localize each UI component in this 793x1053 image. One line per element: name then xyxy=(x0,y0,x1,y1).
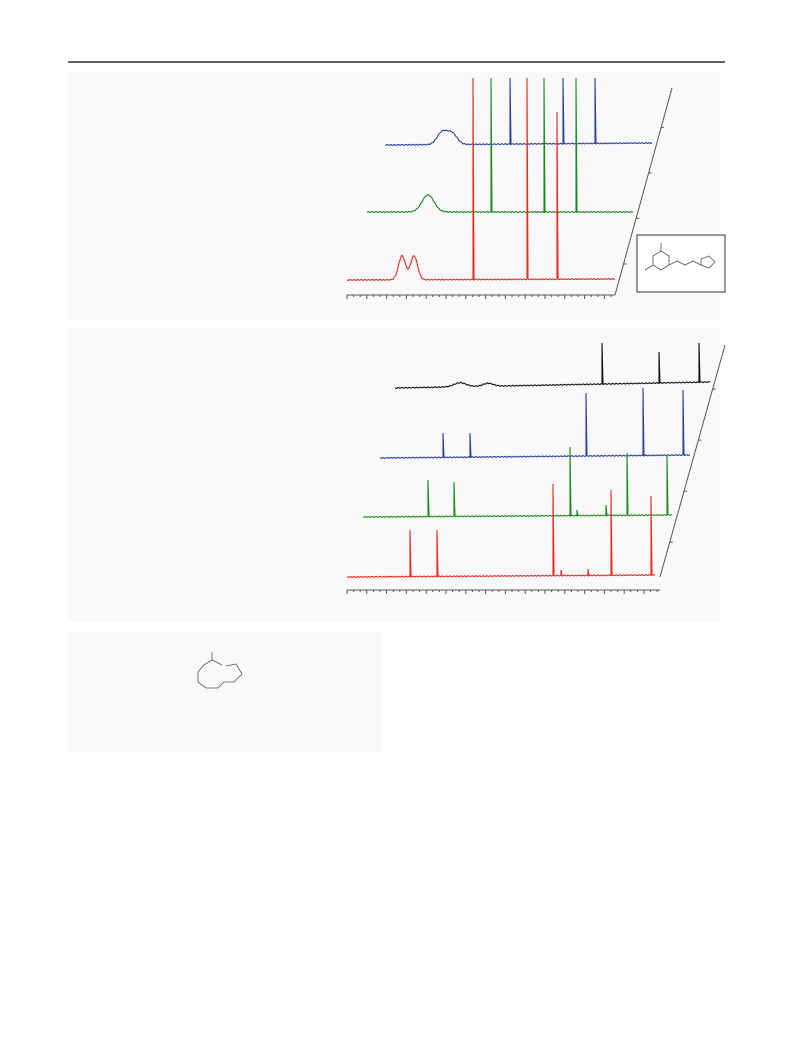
spectrum-trace xyxy=(384,77,653,147)
figure-panel xyxy=(68,72,720,320)
axis-line xyxy=(659,344,726,578)
inset-box xyxy=(636,234,726,293)
figure-panel xyxy=(68,328,720,622)
molecule-sketch xyxy=(197,243,716,689)
spectrum-trace xyxy=(366,77,634,214)
axis-line xyxy=(614,87,673,296)
figure-panel xyxy=(68,632,383,752)
spectrum-trace xyxy=(346,77,616,282)
spectrum-trace xyxy=(379,387,691,460)
spectrum-trace xyxy=(394,342,711,390)
spectrum-trace xyxy=(362,446,673,519)
spectrum-trace xyxy=(346,483,656,579)
